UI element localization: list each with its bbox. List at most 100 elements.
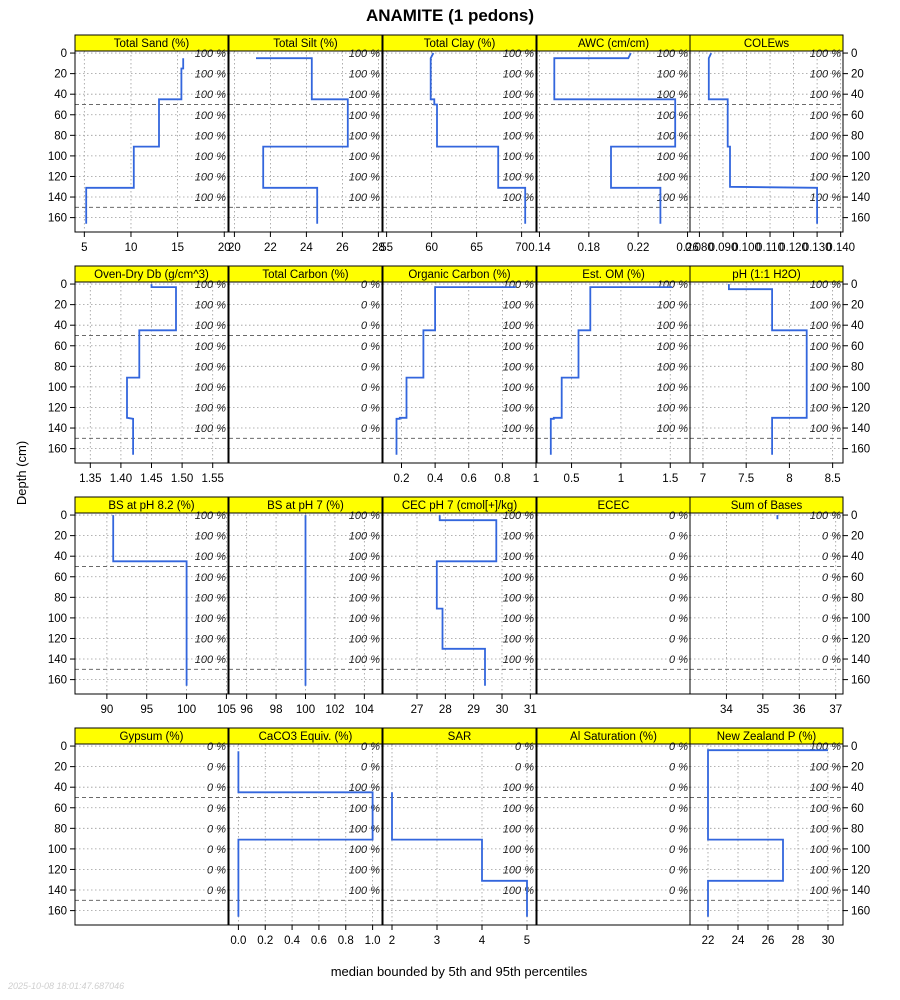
- panel-13-x-tick-label: 30: [496, 704, 509, 716]
- y-tick-label: 20: [54, 69, 67, 81]
- panel-3-pct-label: 100 %: [503, 130, 534, 142]
- panel-19-pct-label: 0 %: [669, 864, 688, 876]
- panel-11-pct-label: 100 %: [195, 531, 226, 543]
- panel-13-pct-label: 100 %: [503, 654, 534, 666]
- panel-3-x-tick-label: 70: [515, 242, 528, 254]
- y-tick-label: 160: [851, 675, 870, 687]
- panel-15-x-tick-label: 35: [756, 704, 769, 716]
- panel-8-frame: [382, 281, 537, 464]
- y-tick-label: 100: [48, 382, 67, 394]
- panel-6-pct-label: 100 %: [195, 320, 226, 332]
- panel-7-pct-label: 0 %: [361, 320, 380, 332]
- panel-10-strip-label: pH (1:1 H2O): [732, 269, 801, 281]
- panel-8-x-tick-label: 0.4: [427, 473, 444, 485]
- panel-20-pct-label: 100 %: [810, 782, 841, 794]
- panel-5-pct-label: 100 %: [810, 69, 841, 81]
- panel-17-pct-label: 100 %: [349, 782, 380, 794]
- panel-16-frame: [74, 743, 229, 926]
- y-tick-label: 0: [851, 741, 857, 753]
- panel-13-pct-label: 100 %: [503, 510, 534, 522]
- panel-13-x-tick-label: 27: [411, 704, 424, 716]
- panel-10-x-tick-label: 7.5: [738, 473, 754, 485]
- panel-15-pct-label: 0 %: [822, 613, 841, 625]
- panel-5-pct-label: 100 %: [810, 110, 841, 122]
- y-tick-label: 140: [48, 885, 67, 897]
- y-tick-label: 20: [54, 300, 67, 312]
- panel-13-pct-label: 100 %: [503, 592, 534, 604]
- panel-20-x-tick-label: 30: [822, 935, 835, 947]
- panel-12-x-tick-label: 104: [355, 704, 375, 716]
- panel-20-x-tick-label: 22: [702, 935, 715, 947]
- y-tick-label: 40: [54, 89, 67, 101]
- panel-11-pct-label: 100 %: [195, 551, 226, 563]
- panel-7-pct-label: 0 %: [361, 341, 380, 353]
- panel-14-pct-label: 0 %: [669, 551, 688, 563]
- y-tick-label: 0: [851, 279, 857, 291]
- panel-15-pct-label: 0 %: [822, 531, 841, 543]
- panel-18-pct-label: 100 %: [503, 823, 534, 835]
- panel-17-pct-label: 100 %: [349, 823, 380, 835]
- panel-6-pct-label: 100 %: [195, 402, 226, 414]
- panel-15-x-tick-label: 34: [720, 704, 733, 716]
- panel-2-pct-label: 100 %: [349, 130, 380, 142]
- y-tick-label: 60: [851, 341, 864, 353]
- panel-15-pct-label: 0 %: [822, 633, 841, 645]
- panel-7-pct-label: 0 %: [361, 300, 380, 312]
- panel-8-pct-label: 100 %: [503, 382, 534, 394]
- y-tick-label: 140: [851, 423, 870, 435]
- panel-5-pct-label: 100 %: [810, 171, 841, 183]
- panel-20-strip-label: New Zealand P (%): [717, 731, 817, 743]
- y-tick-label: 120: [851, 633, 870, 645]
- panel-14-pct-label: 0 %: [669, 510, 688, 522]
- panel-19-pct-label: 0 %: [669, 741, 688, 753]
- panel-10-pct-label: 100 %: [810, 361, 841, 373]
- panel-2-x-tick-label: 28: [372, 242, 385, 254]
- panel-16-pct-label: 0 %: [207, 803, 226, 815]
- y-tick-label: 40: [851, 782, 864, 794]
- panel-19-pct-label: 0 %: [669, 803, 688, 815]
- chart-title: ANAMITE (1 pedons): [366, 6, 534, 25]
- panel-8-x-tick-label: 1: [533, 473, 539, 485]
- panel-3-frame: [382, 50, 537, 233]
- panel-7-pct-label: 0 %: [361, 361, 380, 373]
- panel-20-median-line: [707, 749, 828, 917]
- y-tick-label: 0: [61, 279, 67, 291]
- panel-12-pct-label: 100 %: [349, 633, 380, 645]
- panel-19-pct-label: 0 %: [669, 844, 688, 856]
- panel-10-pct-label: 100 %: [810, 423, 841, 435]
- panel-6-pct-label: 100 %: [195, 300, 226, 312]
- panel-5-x-tick-label: 0.080: [685, 242, 714, 254]
- panel-8-x-tick-label: 0.8: [494, 473, 510, 485]
- y-tick-label: 100: [48, 151, 67, 163]
- panel-3-pct-label: 100 %: [503, 110, 534, 122]
- y-tick-label: 120: [851, 864, 870, 876]
- panel-1-pct-label: 100 %: [195, 130, 226, 142]
- panel-8-x-tick-label: 0.2: [393, 473, 409, 485]
- panel-18-pct-label: 100 %: [503, 782, 534, 794]
- panel-2-strip-label: Total Silt (%): [273, 38, 338, 50]
- panel-16-pct-label: 0 %: [207, 741, 226, 753]
- panel-5-pct-label: 100 %: [810, 151, 841, 163]
- panel-15-x-tick-label: 37: [829, 704, 842, 716]
- panel-10-pct-label: 100 %: [810, 300, 841, 312]
- panel-10-median-line: [728, 284, 808, 455]
- y-tick-label: 60: [851, 572, 864, 584]
- panel-17-strip-label: CaCO3 Equiv. (%): [259, 731, 353, 743]
- panel-12-pct-label: 100 %: [349, 654, 380, 666]
- panel-4-pct-label: 100 %: [657, 171, 688, 183]
- y-tick-label: 160: [851, 444, 870, 456]
- panel-16-pct-label: 0 %: [207, 782, 226, 794]
- panel-5-pct-label: 100 %: [810, 130, 841, 142]
- panel-10-frame: [689, 281, 844, 464]
- panel-13-strip-label: CEC pH 7 (cmol[+]/kg): [402, 500, 518, 512]
- panel-18-x-tick-label: 3: [434, 935, 440, 947]
- panel-13-frame: [382, 512, 537, 695]
- panel-9-x-tick-label: 0.5: [564, 473, 580, 485]
- panel-4-pct-label: 100 %: [657, 69, 688, 81]
- panel-17-pct-label: 100 %: [349, 885, 380, 897]
- panel-5-pct-label: 100 %: [810, 192, 841, 204]
- panel-2-frame: [228, 50, 383, 233]
- panel-14-pct-label: 0 %: [669, 592, 688, 604]
- panel-2-x-tick-label: 24: [300, 242, 313, 254]
- panel-9-pct-label: 100 %: [657, 279, 688, 291]
